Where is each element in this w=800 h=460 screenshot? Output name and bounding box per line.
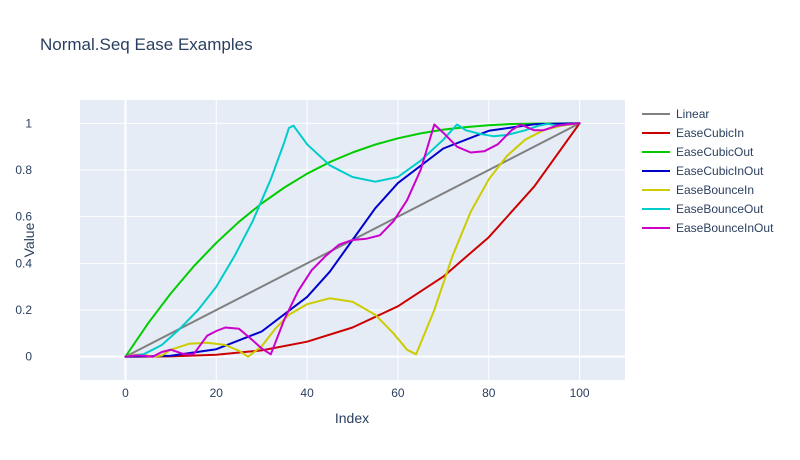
legend-item[interactable]: EaseCubicIn [642,126,744,140]
legend-label: EaseCubicOut [676,145,754,159]
y-axis-label: Value [21,222,37,257]
legend-item[interactable]: EaseCubicInOut [642,164,764,178]
legend-label: EaseBounceInOut [676,221,774,235]
legend-label: Linear [676,107,709,121]
chart-title: Normal.Seq Ease Examples [40,35,253,54]
y-tick-label: 0.2 [15,303,32,317]
legend-label: EaseCubicIn [676,126,744,140]
legend-label: EaseBounceOut [676,202,764,216]
series-line-easebounceinout [124,122,581,358]
y-tick-label: 0 [25,350,32,364]
legend-item[interactable]: EaseBounceInOut [642,221,774,235]
x-tick-label: 80 [482,386,496,400]
series-line-easebounceout [124,122,581,358]
legend-item[interactable]: EaseBounceIn [642,183,754,197]
legend-item[interactable]: EaseBounceOut [642,202,764,216]
x-tick-label: 60 [391,386,405,400]
legend-item[interactable]: Linear [642,107,709,121]
grid [80,100,625,380]
x-tick-label: 100 [570,386,590,400]
y-tick-label: 0.6 [15,210,32,224]
legend-label: EaseCubicInOut [676,164,764,178]
legend: Linear EaseCubicIn EaseCubicOut EaseCubicIn… [642,107,774,235]
x-tick-label: 40 [300,386,314,400]
y-tick-label: 0.4 [15,256,32,270]
legend-label: EaseBounceIn [676,183,754,197]
y-axis-ticks: 0 0.2 0.4 0.6 0.8 1 [15,116,32,363]
y-tick-label: 0.8 [15,163,32,177]
x-tick-label: 20 [210,386,224,400]
series-layer [124,122,581,358]
x-axis-label: Index [335,410,369,426]
x-tick-label: 0 [122,386,129,400]
series-line-easecubicout [124,122,581,358]
series-line-easecubicin [124,122,581,358]
y-tick-label: 1 [25,116,32,130]
legend-item[interactable]: EaseCubicOut [642,145,754,159]
x-axis-ticks: 0 20 40 60 80 100 [122,386,590,400]
